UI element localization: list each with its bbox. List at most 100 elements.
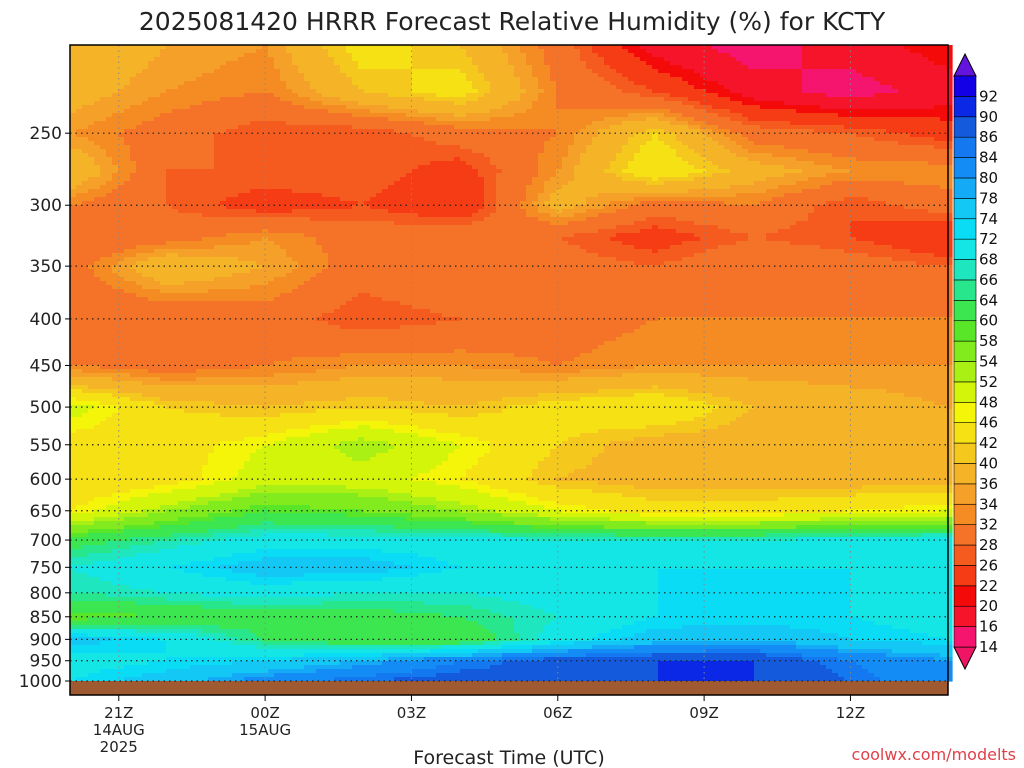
rh-cell [190, 585, 197, 590]
rh-cell [202, 333, 209, 338]
rh-cell [130, 121, 137, 126]
rh-cell [250, 165, 257, 170]
rh-cell [82, 429, 89, 434]
rh-cell [154, 297, 161, 302]
rh-cell [250, 177, 257, 182]
rh-cell [238, 281, 245, 286]
rh-cell [154, 49, 161, 54]
rh-cell [178, 233, 185, 238]
rh-cell [250, 305, 257, 310]
rh-cell [154, 505, 161, 510]
rh-cell [160, 465, 167, 470]
rh-cell [226, 609, 233, 614]
rh-cell [184, 237, 191, 242]
rh-cell [88, 497, 95, 502]
rh-cell [94, 65, 101, 70]
rh-cell [124, 665, 131, 670]
rh-cell [130, 465, 137, 470]
rh-cell [118, 173, 125, 178]
rh-cell [220, 465, 227, 470]
rh-cell [190, 401, 197, 406]
rh-cell [202, 277, 209, 282]
rh-cell [190, 665, 197, 670]
rh-cell [178, 401, 185, 406]
rh-cell [226, 121, 233, 126]
rh-cell [88, 409, 95, 414]
rh-cell [82, 97, 89, 102]
rh-cell [202, 185, 209, 190]
rh-cell [118, 85, 125, 90]
rh-cell [154, 89, 161, 94]
rh-cell [94, 213, 101, 218]
rh-cell [190, 169, 197, 174]
rh-cell [136, 369, 143, 374]
rh-cell [112, 325, 119, 330]
rh-cell [124, 317, 131, 322]
rh-cell [70, 361, 77, 366]
rh-cell [226, 129, 233, 134]
rh-cell [94, 121, 101, 126]
rh-cell [76, 517, 83, 522]
rh-cell [82, 85, 89, 90]
rh-cell [244, 89, 251, 94]
rh-cell [202, 629, 209, 634]
rh-cell [118, 585, 125, 590]
rh-cell [148, 625, 155, 630]
rh-cell [70, 577, 77, 582]
rh-cell [160, 229, 167, 234]
rh-cell [124, 301, 131, 306]
rh-cell [106, 585, 113, 590]
rh-cell [154, 653, 161, 658]
rh-cell [70, 49, 77, 54]
rh-cell [220, 61, 227, 66]
rh-cell [250, 81, 257, 86]
rh-cell [106, 457, 113, 462]
rh-cell [226, 217, 233, 222]
rh-cell [178, 109, 185, 114]
rh-cell [130, 645, 137, 650]
rh-cell [220, 509, 227, 514]
rh-cell [94, 489, 101, 494]
rh-cell [172, 437, 179, 442]
rh-cell [106, 305, 113, 310]
rh-cell [196, 345, 203, 350]
rh-cell [106, 149, 113, 154]
rh-cell [70, 437, 77, 442]
rh-cell [82, 369, 89, 374]
rh-cell [100, 289, 107, 294]
rh-cell [82, 497, 89, 502]
rh-cell [220, 353, 227, 358]
rh-cell [250, 169, 257, 174]
rh-cell [250, 645, 257, 650]
rh-cell [256, 285, 263, 290]
rh-cell [154, 273, 161, 278]
rh-cell [94, 589, 101, 594]
rh-cell [148, 133, 155, 138]
rh-cell [250, 637, 257, 642]
rh-cell [244, 581, 251, 586]
rh-cell [238, 209, 245, 214]
rh-cell [208, 237, 215, 242]
rh-cell [220, 513, 227, 518]
rh-cell [250, 105, 257, 110]
rh-cell [226, 449, 233, 454]
rh-cell [112, 157, 119, 162]
rh-cell [244, 213, 251, 218]
rh-cell [118, 665, 125, 670]
rh-cell [94, 177, 101, 182]
rh-cell [82, 173, 89, 178]
rh-cell [178, 613, 185, 618]
rh-cell [142, 581, 149, 586]
rh-cell [160, 673, 167, 678]
rh-cell [202, 261, 209, 266]
rh-cell [184, 273, 191, 278]
rh-cell [136, 429, 143, 434]
rh-cell [106, 513, 113, 518]
rh-cell [106, 445, 113, 450]
rh-cell [76, 625, 83, 630]
rh-cell [196, 181, 203, 186]
rh-cell [178, 529, 185, 534]
rh-cell [70, 445, 77, 450]
rh-cell [112, 109, 119, 114]
rh-cell [244, 633, 251, 638]
